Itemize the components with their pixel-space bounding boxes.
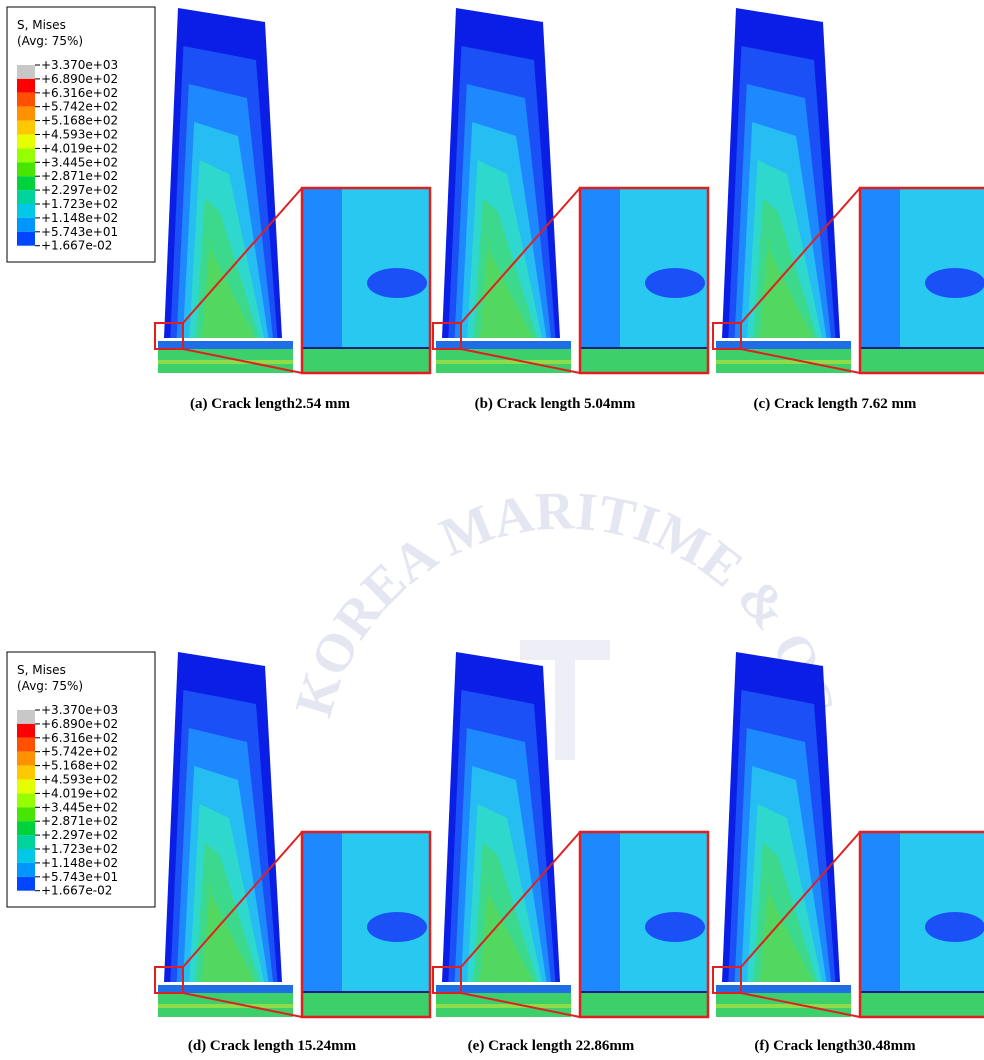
zoom-region <box>860 188 900 348</box>
legend-swatch <box>17 793 35 807</box>
legend-label: +2.871e+02 <box>41 169 118 183</box>
legend-label: +5.742e+02 <box>41 745 118 759</box>
legend-swatch <box>17 738 35 752</box>
zoom-base <box>860 992 984 1017</box>
legend-label: +4.019e+02 <box>41 141 118 155</box>
zoom-base <box>580 348 708 373</box>
legend-swatch <box>17 121 35 135</box>
legend-label: +1.667e-02 <box>41 884 112 898</box>
legend-swatch <box>17 232 35 246</box>
legend-label: +2.297e+02 <box>41 183 118 197</box>
legend-label: +6.890e+02 <box>41 717 118 731</box>
panel-caption: (b) Crack length 5.04mm <box>475 396 636 412</box>
legend-swatch <box>17 766 35 780</box>
legend-label: +3.370e+03 <box>41 703 118 717</box>
platform-band <box>436 985 571 993</box>
platform-band <box>716 360 851 364</box>
platform-band <box>436 1004 571 1008</box>
legend-label: +2.297e+02 <box>41 828 118 842</box>
legend-label: +3.445e+02 <box>41 800 118 814</box>
legend-swatch <box>17 780 35 794</box>
zoom-region <box>580 188 620 348</box>
blade <box>433 8 708 373</box>
figure: KOREA MARITIME & OCEAN UNIVERSITYS, Mise… <box>0 0 984 1060</box>
legend-label: +1.148e+02 <box>41 211 118 225</box>
panel-caption: (f) Crack length30.48mm <box>754 1038 916 1054</box>
legend-swatch <box>17 807 35 821</box>
legend-swatch <box>17 79 35 93</box>
legend-label: +4.593e+02 <box>41 773 118 787</box>
legend-label: +1.723e+02 <box>41 842 118 856</box>
legend-label: +1.723e+02 <box>41 197 118 211</box>
legend-swatch <box>17 710 35 724</box>
platform-band <box>436 341 571 349</box>
blade <box>155 8 430 373</box>
legend-swatch <box>17 752 35 766</box>
legend-swatch <box>17 190 35 204</box>
zoom-base <box>302 992 430 1017</box>
legend-swatch <box>17 863 35 877</box>
legend-label: +5.743e+01 <box>41 870 118 884</box>
zoom-blob <box>645 268 705 298</box>
legend-label: +2.871e+02 <box>41 814 118 828</box>
zoom-base <box>580 992 708 1017</box>
legend-title: S, Mises <box>17 663 66 677</box>
legend-label: +5.168e+02 <box>41 114 118 128</box>
zoom-base <box>860 348 984 373</box>
panel-caption: (a) Crack length2.54 mm <box>190 396 350 412</box>
zoom-blob <box>925 912 984 942</box>
platform-band <box>158 341 293 349</box>
zoom-blob <box>925 268 984 298</box>
zoom-blob <box>367 268 427 298</box>
legend-title: S, Mises <box>17 18 66 32</box>
platform-band <box>716 341 851 349</box>
legend-swatch <box>17 204 35 218</box>
panel-caption: (e) Crack length 22.86mm <box>468 1038 635 1054</box>
legend-label: +4.019e+02 <box>41 786 118 800</box>
legend-label: +1.667e-02 <box>41 239 112 253</box>
legend-label: +5.742e+02 <box>41 100 118 114</box>
legend-swatch <box>17 162 35 176</box>
legend-swatch <box>17 877 35 891</box>
legend-swatch <box>17 148 35 162</box>
panel-caption: (d) Crack length 15.24mm <box>188 1038 357 1054</box>
zoom-region <box>860 832 900 992</box>
legend-swatch <box>17 821 35 835</box>
zoom-blob <box>645 912 705 942</box>
panel-caption: (c) Crack length 7.62 mm <box>754 396 917 412</box>
zoom-region <box>302 832 342 992</box>
legend-swatch <box>17 218 35 232</box>
legend-label: +1.148e+02 <box>41 856 118 870</box>
legend-swatch <box>17 176 35 190</box>
legend-label: +3.370e+03 <box>41 58 118 72</box>
platform-band <box>716 1004 851 1008</box>
zoom-region <box>580 832 620 992</box>
zoom-base <box>302 348 430 373</box>
legend-label: +5.743e+01 <box>41 225 118 239</box>
zoom-region <box>302 188 342 348</box>
legend-swatch <box>17 107 35 121</box>
legend-swatch <box>17 135 35 149</box>
legend-swatch <box>17 724 35 738</box>
platform-band <box>158 985 293 993</box>
legend-swatch <box>17 835 35 849</box>
blade <box>713 652 984 1017</box>
platform-band <box>158 1004 293 1008</box>
platform-band <box>436 360 571 364</box>
legend-swatch <box>17 93 35 107</box>
legend-label: +6.316e+02 <box>41 86 118 100</box>
platform-band <box>158 360 293 364</box>
legend-subtitle: (Avg: 75%) <box>17 34 83 48</box>
legend-subtitle: (Avg: 75%) <box>17 679 83 693</box>
legend-swatch <box>17 65 35 79</box>
legend-label: +5.168e+02 <box>41 759 118 773</box>
legend-label: +3.445e+02 <box>41 155 118 169</box>
legend-label: +6.316e+02 <box>41 731 118 745</box>
platform-band <box>716 985 851 993</box>
blade <box>713 8 984 373</box>
legend-swatch <box>17 849 35 863</box>
zoom-blob <box>367 912 427 942</box>
legend-label: +4.593e+02 <box>41 128 118 142</box>
legend-label: +6.890e+02 <box>41 72 118 86</box>
